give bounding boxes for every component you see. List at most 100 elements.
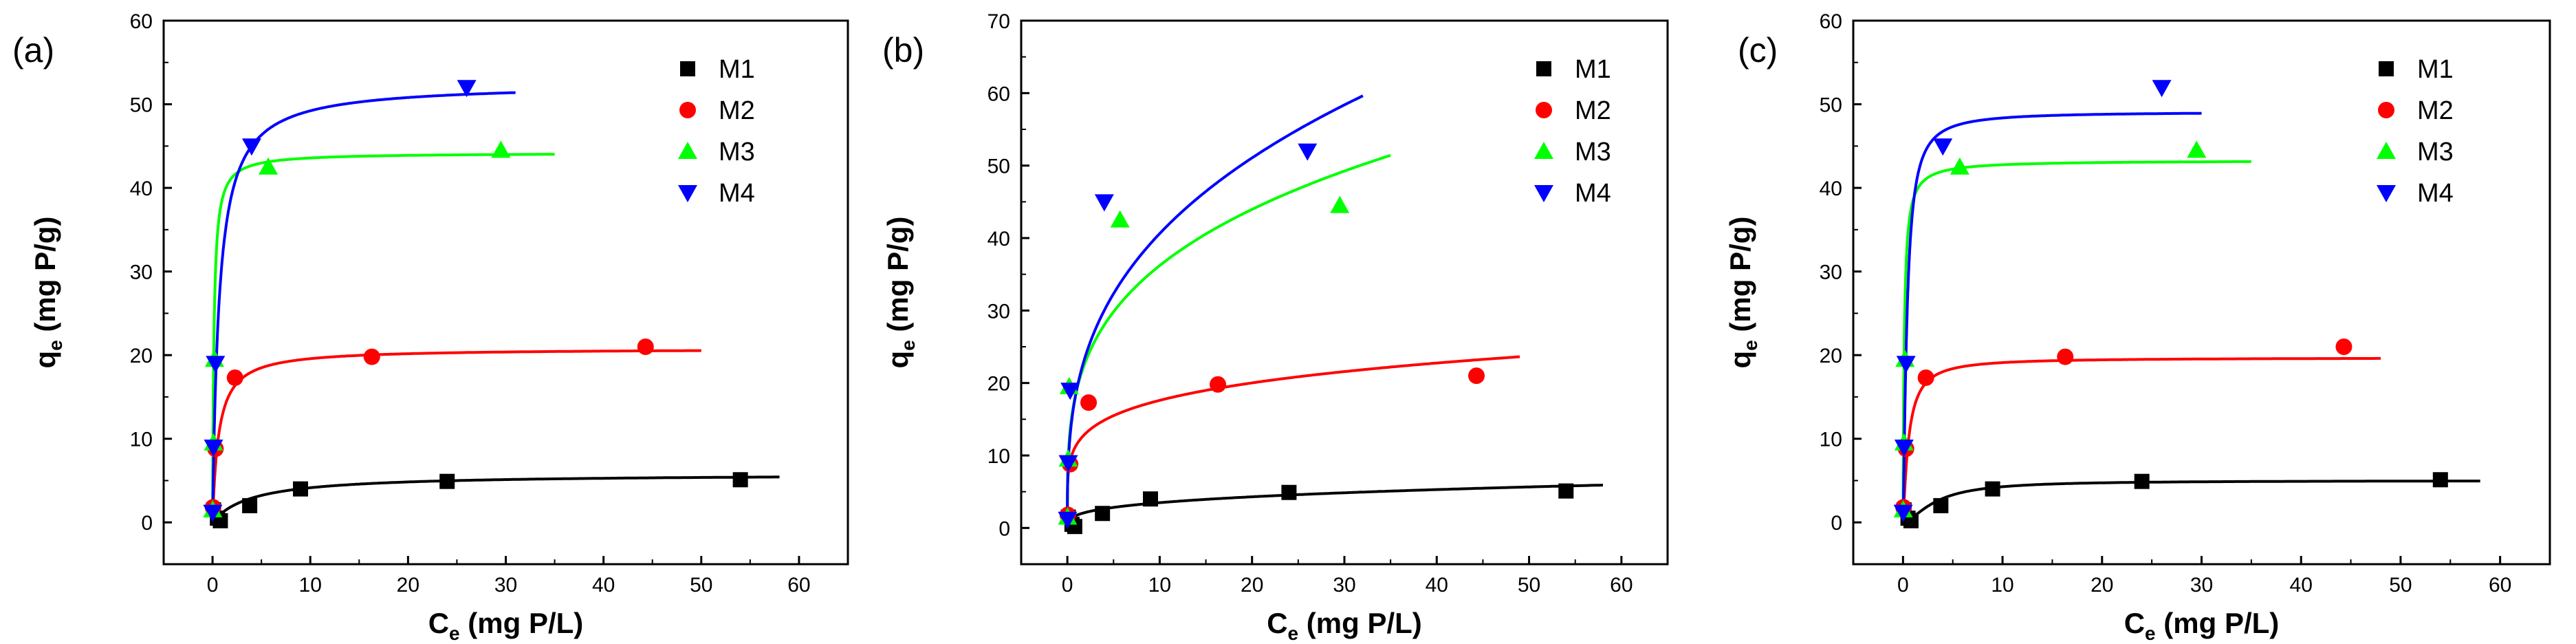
y-tick-label: 20 [1820,345,1842,367]
data-point-m4 [1058,455,1078,473]
data-point-m2 [1210,376,1227,393]
legend-label: M3 [1575,138,1611,167]
y-axis-title: qe (mg P/g) [1724,217,1761,369]
data-point-m2 [1917,369,1934,386]
y-tick-label: 10 [130,429,153,451]
data-point-m4 [1298,143,1318,161]
y-tick-label: 0 [1831,512,1842,535]
legend-label: M1 [719,55,755,84]
chart-panel-3: (c) 0 10 20 30 40 50 60 0 10 20 30 40 50 60 Ce (mg P/L)… [1724,10,2551,644]
data-point-m4 [1894,439,1914,457]
legend-label: M4 [719,179,755,208]
panel-label: (c) [1738,31,1778,69]
legend-label: M2 [719,96,755,125]
data-point-m1 [2432,472,2448,488]
data-point-m2 [2057,348,2074,365]
x-tick-label: 40 [592,574,615,597]
panel-label: (a) [12,31,54,69]
y-tick-label: 0 [998,517,1010,540]
data-point-m4 [1060,383,1080,400]
x-tick-label: 20 [2091,574,2113,597]
data-point-m3 [1110,210,1130,228]
data-point-m4 [241,138,261,156]
legend-marker-m4 [2377,185,2396,202]
x-axis-title: Ce (mg P/L) [2124,607,2280,644]
y-tick-label: 10 [987,445,1010,468]
x-tick-label: 30 [2190,574,2213,597]
legend-label: M3 [2417,138,2454,167]
y-tick-label: 10 [1820,429,1842,451]
x-tick-label: 60 [2489,574,2511,597]
data-point-m4 [204,439,223,457]
data-point-m2 [1468,367,1485,385]
y-tick-label: 20 [130,345,153,367]
legend-marker-m2 [679,102,696,118]
data-point-m3 [2187,140,2207,158]
x-tick-label: 20 [1241,574,1263,597]
legend-marker-m4 [678,185,697,202]
fit-curve-m4 [1066,94,1364,528]
data-point-m1 [1095,506,1111,522]
x-tick-label: 0 [207,574,219,597]
y-tick-label: 40 [1820,178,1842,200]
plot-frame [1020,19,1669,566]
x-axis-title: Ce (mg P/L) [428,607,584,644]
y-tick-label: 70 [987,10,1010,33]
x-tick-label: 30 [1333,574,1355,597]
legend-marker-m3 [678,142,697,159]
data-point-m2 [363,348,380,365]
data-point-m4 [1893,504,1913,522]
x-tick-label: 0 [1897,574,1909,597]
y-tick-label: 60 [987,83,1010,105]
x-tick-label: 20 [397,574,419,597]
y-axis-title: qe (mg P/g) [882,217,919,369]
legend-marker-m3 [1534,142,1553,159]
x-tick-label: 60 [787,574,810,597]
chart-panel-1: (a) 0 10 20 30 40 50 60 0 10 20 30 40 50 60 Ce (mg P/L)… [12,10,849,644]
x-tick-label: 60 [1610,574,1633,597]
data-point-m1 [439,473,455,489]
data-point-m1 [1985,481,2000,497]
data-point-m4 [206,356,226,374]
legend-marker-m3 [2377,142,2396,159]
data-point-m1 [1143,491,1158,507]
legend-marker-m2 [1536,102,1552,118]
data-point-m4 [1896,356,1916,374]
data-point-m2 [1080,394,1098,411]
data-point-m1 [1558,483,1574,499]
x-tick-label: 40 [1426,574,1448,597]
legend-marker-m1 [680,61,695,76]
data-point-m1 [242,497,258,513]
chart-panel-2: (b) 0 10 20 30 40 50 60 0 10 20 30 40 50 60 70 Ce (mg P/… [882,10,1669,644]
fit-curve-m3 [211,153,555,523]
legend-label: M2 [1575,96,1611,125]
data-point-m2 [2335,339,2353,355]
fit-curve-m2 [211,349,701,523]
data-point-m4 [2152,80,2172,98]
y-tick-label: 30 [130,261,153,284]
legend-label: M1 [2417,55,2454,84]
y-tick-label: 20 [987,373,1010,396]
x-tick-label: 50 [2389,574,2412,597]
x-axis-title: Ce (mg P/L) [1267,607,1422,644]
y-tick-label: 30 [1820,261,1842,284]
y-tick-label: 40 [987,228,1010,250]
panel-label: (b) [882,31,924,69]
data-point-m3 [1950,157,1969,175]
data-point-m1 [732,472,748,488]
fit-curve-m2 [1901,356,2381,523]
legend-marker-m1 [1536,61,1551,76]
x-tick-label: 10 [1148,574,1171,597]
data-point-m3 [1330,195,1350,213]
legend-label: M4 [2417,179,2454,208]
data-point-m3 [491,140,511,158]
data-point-m1 [1933,497,1949,513]
legend-label: M3 [719,138,755,167]
data-point-m3 [259,157,279,175]
fit-curve-m3 [1901,160,2251,523]
y-tick-label: 60 [1820,10,1842,33]
data-point-m1 [293,481,308,497]
x-tick-label: 50 [690,574,712,597]
data-point-m4 [457,80,477,98]
